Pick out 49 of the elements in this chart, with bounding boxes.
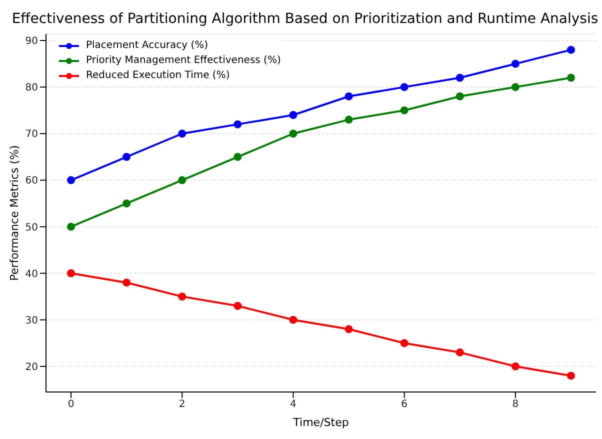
point <box>289 111 298 120</box>
point <box>400 83 408 92</box>
point <box>289 130 298 138</box>
y-tick-label: 30 <box>25 315 38 326</box>
point <box>511 60 520 68</box>
y-tick-label: 90 <box>25 36 38 48</box>
legend-label: Placement Accuracy (%) <box>86 39 208 53</box>
point <box>67 222 75 231</box>
y-tick-label: 70 <box>25 129 38 140</box>
point <box>234 120 242 128</box>
point <box>456 348 464 356</box>
point <box>456 74 464 82</box>
point <box>178 176 186 184</box>
y-tick-label: 80 <box>25 82 38 94</box>
point <box>178 130 186 138</box>
legend-label: Reduced Execution Time (%) <box>86 69 230 83</box>
point <box>122 278 131 287</box>
point <box>234 302 242 310</box>
point <box>567 46 575 54</box>
point <box>456 92 464 100</box>
point <box>234 152 242 161</box>
point <box>400 339 408 348</box>
point <box>122 199 131 208</box>
point <box>511 362 520 370</box>
point <box>122 152 131 161</box>
point <box>67 176 75 184</box>
x-tick-label: 2 <box>178 399 186 410</box>
point <box>511 83 520 92</box>
point <box>400 106 408 114</box>
point <box>289 316 298 324</box>
y-tick-label: 20 <box>25 362 38 373</box>
y-tick-label: 50 <box>25 222 38 234</box>
x-tick-label: 4 <box>290 399 296 410</box>
chart-title: Effectiveness of Partitioning Algorithm Based on Prioritization and Runtime Analysis <box>10 10 600 29</box>
x-tick-label: 6 <box>401 399 408 410</box>
point <box>567 74 575 82</box>
x-tick-label: 0 <box>68 399 74 410</box>
point <box>344 325 353 334</box>
y-tick-label: 60 <box>25 176 38 187</box>
y-axis-title: Performance Metrics (%) <box>8 145 21 281</box>
legend-label: Priority Management Effectiveness (%) <box>86 54 281 68</box>
x-axis-title: Time/Step <box>292 416 349 429</box>
point <box>178 292 186 301</box>
x-tick-label: 8 <box>512 399 519 410</box>
point <box>344 116 353 124</box>
point <box>67 269 75 278</box>
y-tick-label: 40 <box>25 268 38 280</box>
point <box>344 92 353 100</box>
point <box>567 372 575 380</box>
